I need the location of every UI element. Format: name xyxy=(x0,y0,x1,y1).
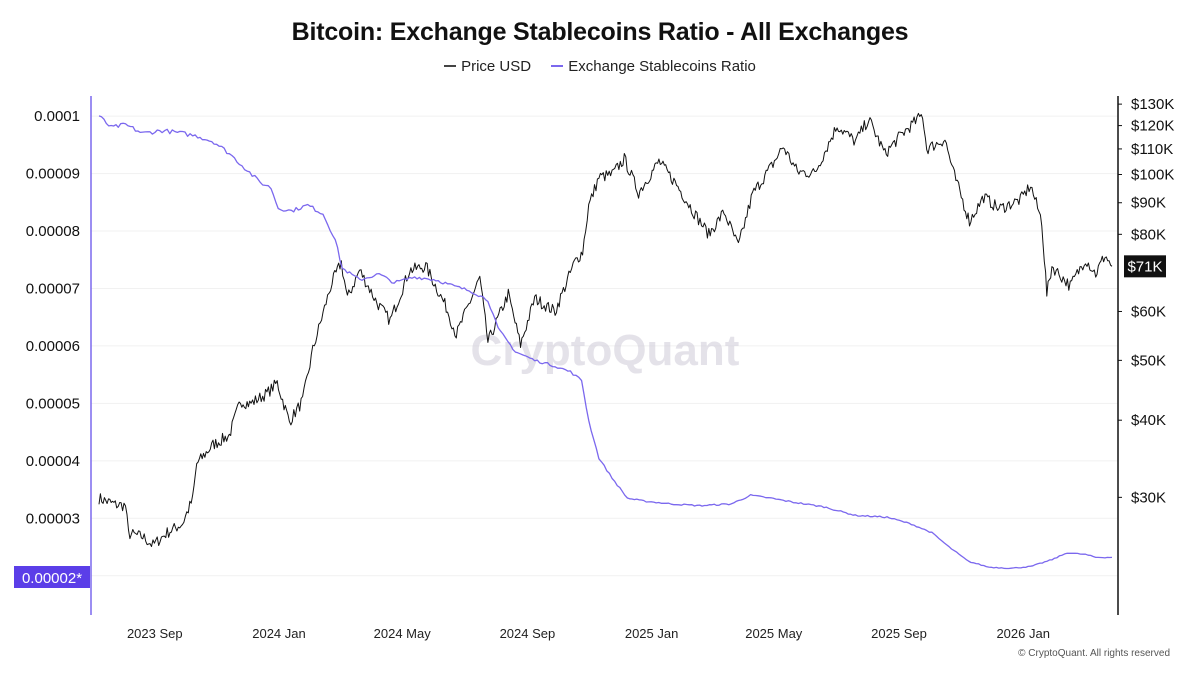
right-tick-label: $90K xyxy=(1131,195,1166,212)
x-tick-label: 2024 May xyxy=(374,626,432,641)
current-ratio-label: 0.00002* xyxy=(22,570,82,587)
stablecoins-ratio-line xyxy=(98,115,1113,570)
right-tick-label: $30K xyxy=(1131,489,1166,506)
x-tick-label: 2026 Jan xyxy=(996,626,1050,641)
watermark-text: CryptoQuant xyxy=(471,326,740,375)
current-price-badge xyxy=(1124,255,1166,278)
x-axis: 2023 Sep 2024 Jan 2024 May 2024 Sep 2025 Jan… xyxy=(127,626,1050,641)
x-tick-label: 2025 May xyxy=(745,626,803,641)
x-tick-label: 2024 Sep xyxy=(500,626,556,641)
current-price-label: $71K xyxy=(1127,258,1162,275)
right-tick-label: $110K xyxy=(1131,141,1173,158)
gridlines xyxy=(91,115,1118,577)
left-tick-label: 0.0001 xyxy=(34,108,80,125)
legend-swatch-ratio xyxy=(551,65,564,68)
legend-label-price: Price USD xyxy=(461,58,532,75)
chart-title: Bitcoin: Exchange Stablecoins Ratio - Al… xyxy=(291,18,909,46)
current-value-markers: 0.00002* $71K xyxy=(14,255,1166,588)
right-axis: $130K $120K $110K $100K $90K $80K $60K $50K $40K… xyxy=(1117,96,1174,615)
right-tick-label: $80K xyxy=(1131,226,1166,243)
left-tick-label: 0.00008 xyxy=(26,223,80,240)
legend: Price USD Exchange Stablecoins Ratio xyxy=(0,58,1200,75)
right-tick-label: $120K xyxy=(1131,118,1174,135)
right-tick-label: $130K xyxy=(1131,96,1174,113)
left-tick-label: 0.00007 xyxy=(26,280,80,297)
series-layer xyxy=(98,112,1113,570)
x-tick-label: 2023 Sep xyxy=(127,626,183,641)
x-tick-label: 2025 Jan xyxy=(625,626,679,641)
left-tick-label: 0.00009 xyxy=(26,166,80,183)
left-tick-label: 0.00003 xyxy=(26,510,80,527)
left-tick-label: 0.00006 xyxy=(26,338,80,355)
x-tick-label: 2025 Sep xyxy=(871,626,927,641)
copyright-text: © CryptoQuant. All rights reserved xyxy=(1018,648,1170,659)
current-ratio-badge xyxy=(14,566,90,588)
right-tick-label: $100K xyxy=(1131,166,1174,183)
legend-label-ratio: Exchange Stablecoins Ratio xyxy=(568,58,756,75)
price-usd-line xyxy=(98,112,1113,547)
legend-item-ratio[interactable]: Exchange Stablecoins Ratio xyxy=(551,58,756,75)
left-tick-label: 0.00004 xyxy=(26,453,80,470)
right-tick-label: $50K xyxy=(1131,352,1166,369)
legend-swatch-price xyxy=(444,65,457,68)
right-tick-label: $60K xyxy=(1131,303,1166,320)
left-tick-label: 0.00005 xyxy=(26,395,80,412)
x-tick-label: 2024 Jan xyxy=(252,626,306,641)
left-axis: 0.0001 0.00009 0.00008 0.00007 0.00006 0.0000… xyxy=(26,96,92,615)
legend-item-price[interactable]: Price USD xyxy=(444,58,531,75)
right-tick-label: $40K xyxy=(1131,412,1166,429)
